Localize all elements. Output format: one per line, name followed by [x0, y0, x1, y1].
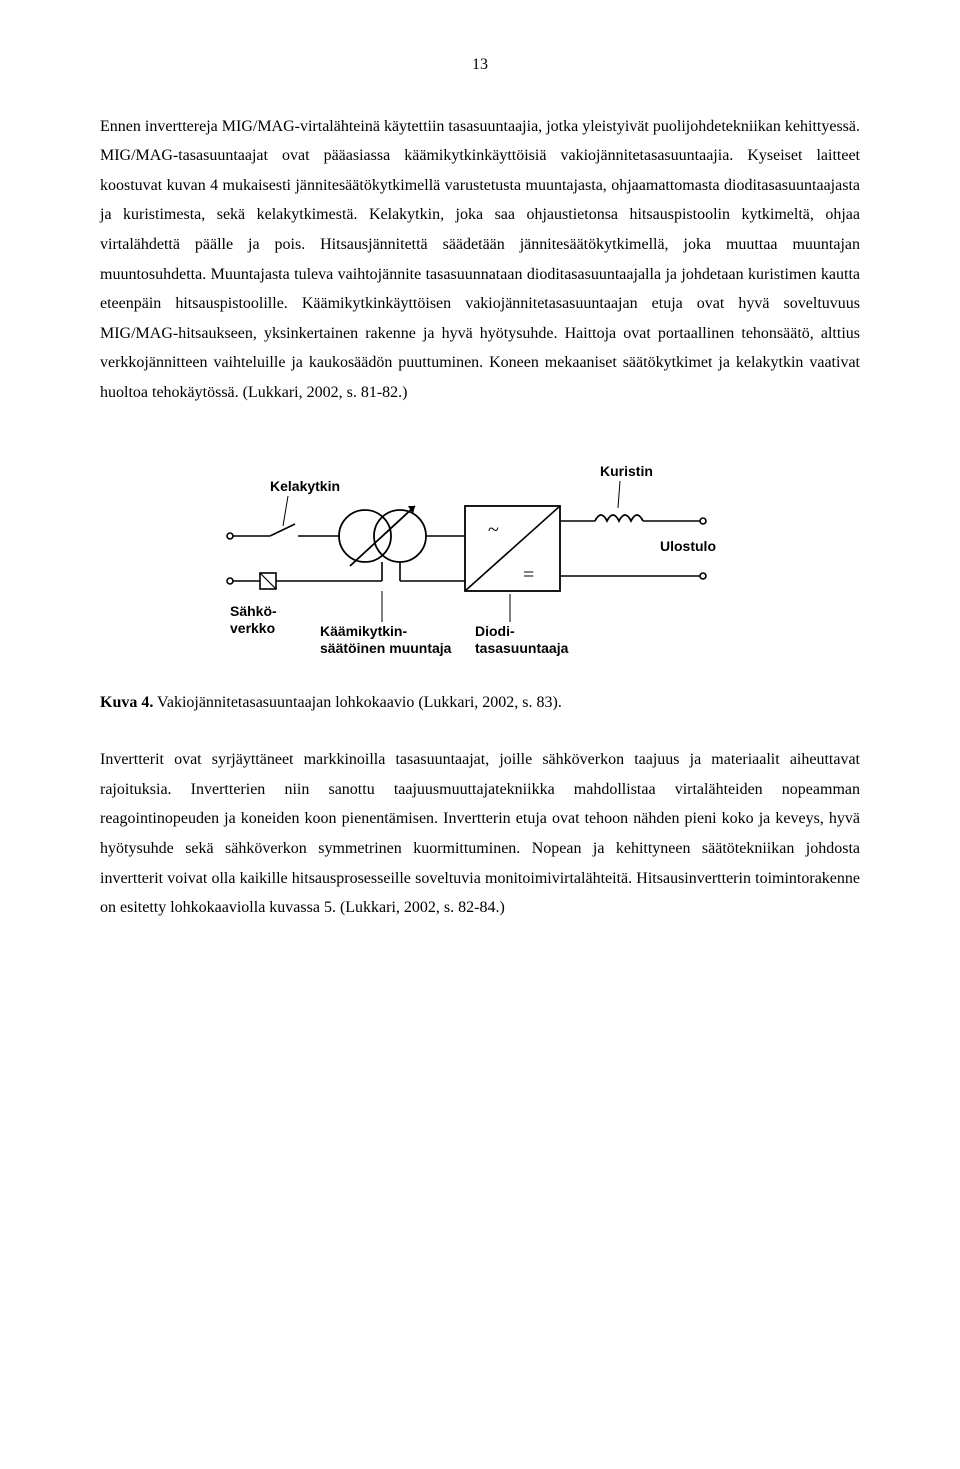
figure-4: ~ = Kelakytkin Kuristin Ulostulo Sähkö- … [100, 436, 860, 666]
figure-4-caption-rest: Vakiojännitetasasuuntaajan lohkokaavio (… [153, 694, 562, 711]
label-diodi-1: Diodi- [475, 623, 515, 639]
dc-symbol: = [523, 564, 534, 586]
ac-symbol: ~ [488, 519, 499, 541]
figure-4-caption-bold: Kuva 4. [100, 694, 153, 711]
label-kaamikytkin-2: säätöinen muuntaja [320, 640, 452, 656]
block-diagram: ~ = Kelakytkin Kuristin Ulostulo Sähkö- … [210, 436, 730, 666]
paragraph-2: Invertterit ovat syrjäyttäneet markkinoi… [100, 745, 860, 923]
paragraph-1: Ennen inverttereja MIG/MAG-virtalähteinä… [100, 112, 860, 408]
label-kuristin: Kuristin [600, 463, 653, 479]
label-sahkoverkko-2: verkko [230, 620, 275, 636]
page-number: 13 [100, 50, 860, 80]
label-kaamikytkin-1: Käämikytkin- [320, 623, 407, 639]
label-ulostulo: Ulostulo [660, 538, 716, 554]
label-diodi-2: tasasuuntaaja [475, 640, 569, 656]
label-sahkoverkko-1: Sähkö- [230, 603, 277, 619]
label-kelakytkin: Kelakytkin [270, 478, 340, 494]
figure-4-caption: Kuva 4. Vakiojännitetasasuuntaajan lohko… [100, 688, 860, 718]
